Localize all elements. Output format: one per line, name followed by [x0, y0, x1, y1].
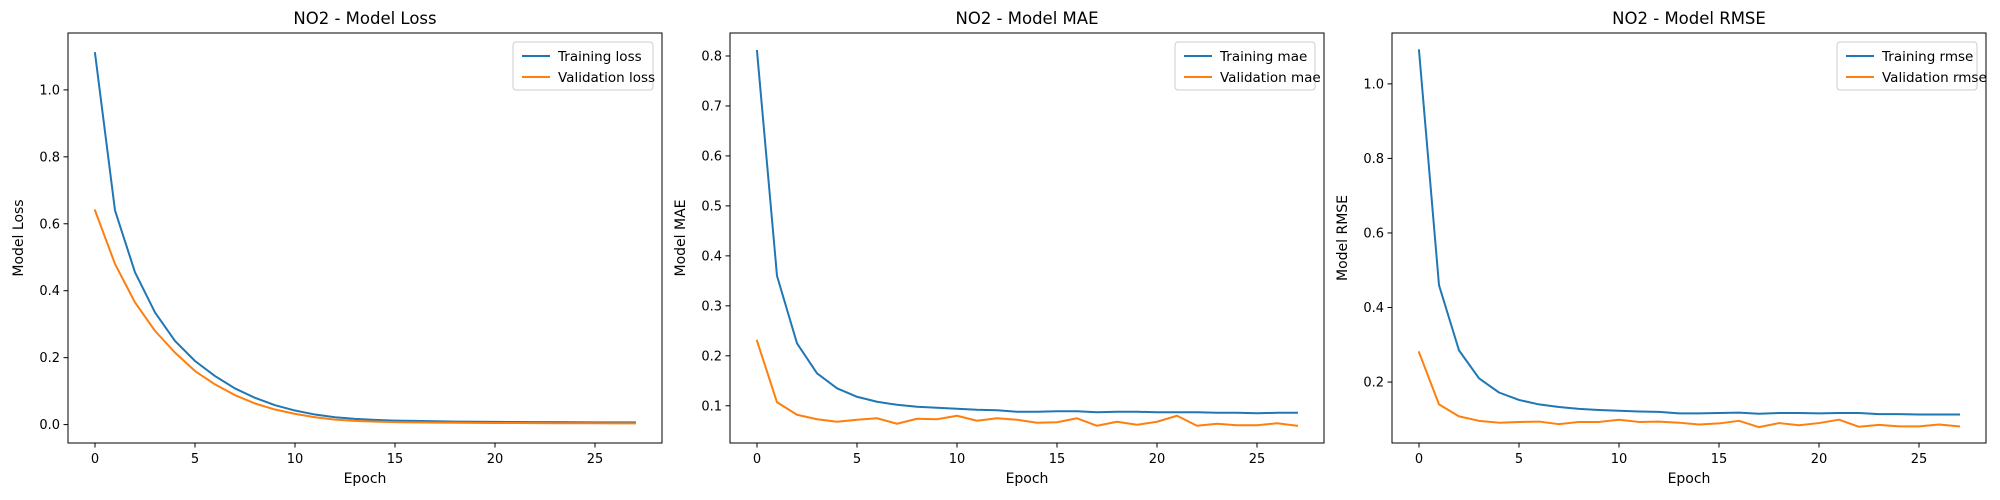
x-tick-label: 0 — [753, 452, 761, 467]
x-tick-label: 0 — [1415, 452, 1423, 467]
x-tick-label: 15 — [1049, 452, 1066, 467]
x-tick-label: 25 — [1249, 452, 1266, 467]
x-axis-label: Epoch — [1006, 471, 1049, 487]
plot-frame — [67, 32, 663, 444]
y-tick-label: 0.4 — [39, 284, 60, 299]
x-tick-label: 15 — [1711, 452, 1728, 467]
series-line-training — [1417, 49, 1960, 416]
y-tick-label: 0.5 — [701, 199, 722, 214]
x-tick-label: 5 — [853, 452, 861, 467]
y-axis-label: Model RMSE — [1335, 195, 1351, 281]
y-axis-label: Model MAE — [673, 200, 689, 277]
plot-frame — [729, 32, 1325, 444]
y-tick-label: 0.4 — [701, 249, 722, 264]
x-tick-label: 5 — [191, 452, 199, 467]
legend-label: Training rmse — [1881, 49, 1973, 65]
chart-panel-2: 0 5 10 15 20 25 0.1 0.2 0.3 0.4 0.5 0.6 0.7 0.8 NO2 - … — [673, 9, 1325, 487]
y-tick-label: 0.7 — [701, 99, 722, 114]
y-tick-label: 0.8 — [701, 49, 722, 64]
series-line-validation — [755, 339, 1299, 427]
y-tick-label: 0.2 — [1363, 376, 1384, 391]
y-tick-label: 1.0 — [39, 83, 60, 98]
legend-label: Training mae — [1219, 49, 1307, 65]
x-tick-label: 20 — [1811, 452, 1828, 467]
chart-title: NO2 - Model MAE — [955, 9, 1098, 28]
y-tick-label: 0.6 — [1363, 226, 1384, 241]
x-tick-label: 25 — [1911, 452, 1928, 467]
series-line-training — [755, 49, 1298, 415]
x-axis-label: Epoch — [1668, 471, 1711, 487]
series-line-validation — [93, 209, 637, 425]
x-tick-label: 10 — [1611, 452, 1628, 467]
y-axis-label: Model Loss — [11, 199, 27, 276]
x-tick-label: 25 — [587, 452, 604, 467]
y-tick-label: 0.2 — [701, 349, 722, 364]
y-tick-label: 1.0 — [1363, 77, 1384, 92]
y-tick-label: 0.6 — [39, 217, 60, 232]
y-tick-label: 0.4 — [1363, 301, 1384, 316]
y-tick-label: 0.2 — [39, 351, 60, 366]
y-tick-label: 0.8 — [39, 150, 60, 165]
plot-frame — [1391, 32, 1987, 444]
chart-panel-3: 0 5 10 15 20 25 0.2 0.4 0.6 0.8 1.0 NO2 - Model RMS… — [1335, 9, 1987, 487]
legend-label: Validation loss — [558, 70, 655, 86]
legend-label: Training loss — [557, 49, 642, 65]
y-tick-label: 0.1 — [701, 399, 722, 414]
series-line-training — [93, 51, 637, 424]
chart-title: NO2 - Model Loss — [293, 9, 436, 28]
legend-label: Validation mae — [1220, 70, 1321, 86]
y-tick-label: 0.6 — [701, 149, 722, 164]
x-tick-label: 20 — [487, 452, 504, 467]
x-tick-label: 10 — [949, 452, 966, 467]
legend-label: Validation rmse — [1882, 70, 1987, 86]
y-tick-label: 0.3 — [701, 299, 722, 314]
y-tick-label: 0.0 — [39, 418, 60, 433]
x-tick-label: 0 — [91, 452, 99, 467]
chart-panel-1: 0 5 10 15 20 25 0.0 0.2 0.4 0.6 0.8 1.0 NO2 - Model … — [11, 9, 663, 487]
x-tick-label: 10 — [287, 452, 304, 467]
x-tick-label: 5 — [1515, 452, 1523, 467]
x-tick-label: 15 — [387, 452, 404, 467]
chart-title: NO2 - Model RMSE — [1612, 9, 1766, 28]
y-tick-label: 0.8 — [1363, 152, 1384, 167]
series-line-validation — [1417, 350, 1961, 429]
x-tick-label: 20 — [1149, 452, 1166, 467]
x-axis-label: Epoch — [344, 471, 387, 487]
